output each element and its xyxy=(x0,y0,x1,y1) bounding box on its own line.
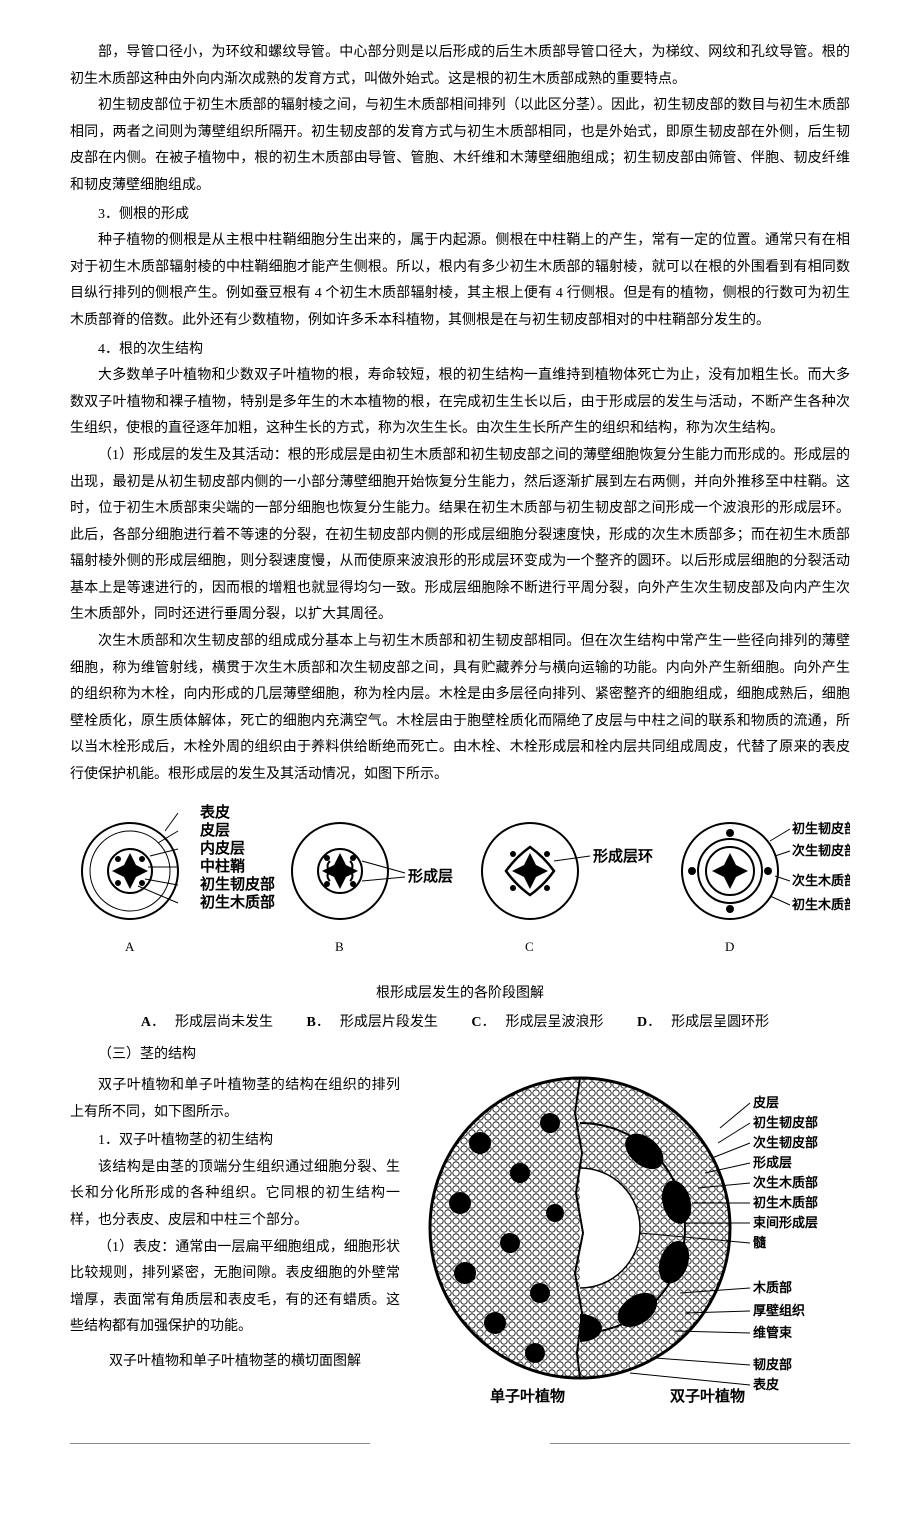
figure-stem-cross-section: 皮层 初生韧皮部 次生韧皮部 形成层 次生木质部 初生木质部 束间形成层 髓 木… xyxy=(420,1073,850,1403)
figure2-caption-left: 双子叶植物和单子叶植物茎的横切面图解 xyxy=(70,1349,400,1376)
svg-text:木质部: 木质部 xyxy=(752,1280,792,1295)
svg-text:束间形成层: 束间形成层 xyxy=(753,1215,818,1230)
body-para: 次生木质部和次生韧皮部的组成成分基本上与初生木质部和初生韧皮部相同。但在次生结构… xyxy=(70,629,850,789)
body-para: 种子植物的侧根是从主根中柱鞘细胞分生出来的，属于内起源。侧根在中柱鞘上的产生，常… xyxy=(70,228,850,334)
body-para: 大多数单子叶植物和少数双子叶植物的根，寿命较短，根的初生结构一直维持到植物体死亡… xyxy=(70,363,850,443)
svg-text:初生木质部: 初生木质部 xyxy=(792,897,850,912)
svg-text:表皮: 表皮 xyxy=(752,1377,779,1392)
svg-text:次生木质部: 次生木质部 xyxy=(753,1175,818,1190)
body-para: 部，导管口径小，为环纹和螺纹导管。中心部分则是以后形成的后生木质部导管口径大，为… xyxy=(70,40,850,93)
body-para: 初生韧皮部位于初生木质部的辐射棱之间，与初生木质部相间排列（以此区分茎）。因此，… xyxy=(70,93,850,199)
svg-text:A: A xyxy=(125,939,135,954)
svg-text:形成层: 形成层 xyxy=(753,1155,792,1170)
svg-text:形成层环: 形成层环 xyxy=(593,847,653,865)
svg-text:次生木质部: 次生木质部 xyxy=(792,873,850,888)
figure-root-cambium: 表皮 皮层 内皮层 中柱鞘 初生韧皮部 初生木质部 xyxy=(70,801,850,1037)
svg-text:皮层: 皮层 xyxy=(200,821,230,839)
svg-text:韧皮部: 韧皮部 xyxy=(753,1357,792,1372)
heading-stem-structure: （三）茎的结构 xyxy=(70,1042,850,1069)
svg-text:维管束: 维管束 xyxy=(753,1325,793,1340)
svg-text:初生韧皮部: 初生韧皮部 xyxy=(753,1115,818,1130)
figure1-caption: 根形成层发生的各阶段图解 xyxy=(70,981,850,1008)
svg-text:B: B xyxy=(335,939,344,954)
heading-lateral-root: 3．侧根的形成 xyxy=(70,202,850,229)
figure1-legend: A．形成层尚未发生 B．形成层片段发生 C．形成层呈波浪形 D．形成层呈圆环形 xyxy=(70,1010,850,1037)
body-para: 该结构是由茎的顶端分生组织通过细胞分裂、生长和分化所形成的各种组织。它同根的初生… xyxy=(70,1155,400,1235)
svg-text:形成层: 形成层 xyxy=(408,867,453,885)
svg-text:次生韧皮部: 次生韧皮部 xyxy=(792,843,850,858)
svg-text:初生韧皮部: 初生韧皮部 xyxy=(792,821,850,836)
svg-text:内皮层: 内皮层 xyxy=(200,839,245,857)
body-para: 双子叶植物和单子叶植物茎的结构在组织的排列上有所不同，如下图所示。 xyxy=(70,1073,400,1126)
figure-root-cambium-svg: 表皮 皮层 内皮层 中柱鞘 初生韧皮部 初生木质部 xyxy=(70,801,850,961)
svg-text:初生木质部: 初生木质部 xyxy=(753,1195,818,1210)
svg-text:表皮: 表皮 xyxy=(200,803,230,821)
heading-secondary-structure: 4．根的次生结构 xyxy=(70,337,850,364)
svg-text:次生韧皮部: 次生韧皮部 xyxy=(753,1135,818,1150)
svg-text:C: C xyxy=(525,939,534,954)
svg-text:D: D xyxy=(725,939,734,954)
svg-text:厚壁组织: 厚壁组织 xyxy=(753,1303,805,1318)
svg-text:单子叶植物: 单子叶植物 xyxy=(490,1387,565,1403)
svg-text:中柱鞘: 中柱鞘 xyxy=(200,857,245,875)
page-footer-rule xyxy=(70,1443,850,1455)
svg-text:皮层: 皮层 xyxy=(752,1095,779,1110)
svg-text:初生木质部: 初生木质部 xyxy=(200,893,275,911)
heading-dicot-stem: 1．双子叶植物茎的初生结构 xyxy=(70,1128,400,1155)
svg-text:髓: 髓 xyxy=(753,1235,767,1250)
svg-text:双子叶植物: 双子叶植物 xyxy=(670,1387,745,1403)
svg-text:初生韧皮部: 初生韧皮部 xyxy=(200,875,275,893)
body-para: （1）形成层的发生及其活动：根的形成层是由初生木质部和初生韧皮部之间的薄壁细胞恢… xyxy=(70,443,850,629)
body-para: （1）表皮：通常由一层扁平细胞组成，细胞形状比较规则，排列紧密，无胞间隙。表皮细… xyxy=(70,1235,400,1341)
